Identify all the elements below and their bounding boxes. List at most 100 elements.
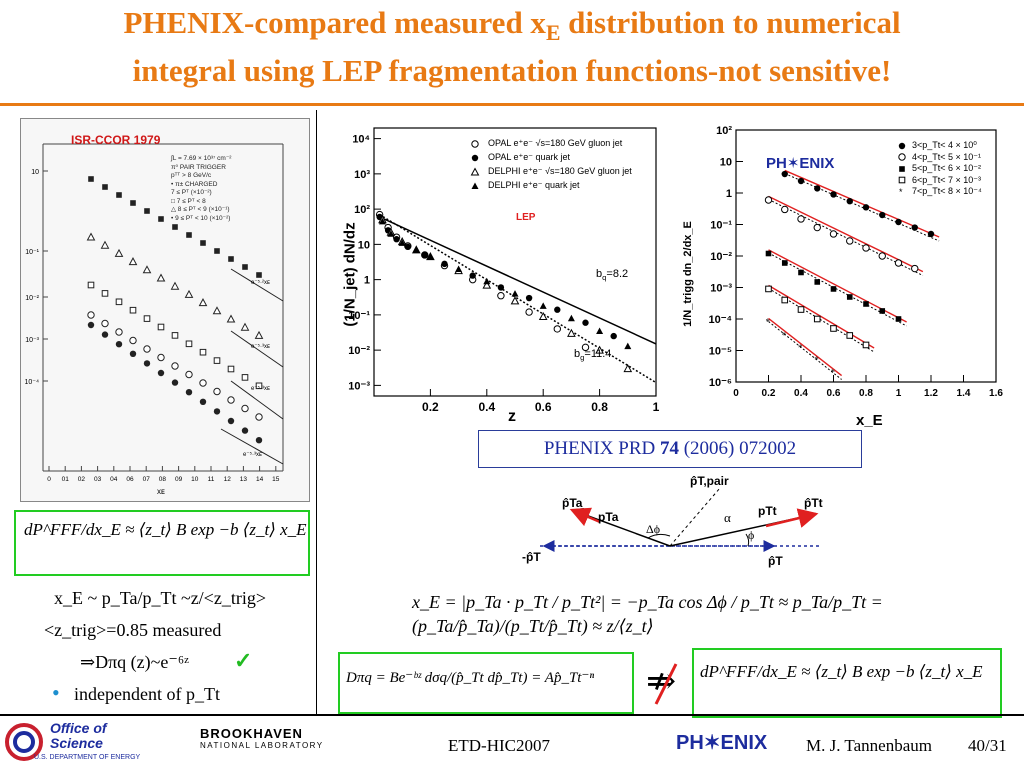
lep-xtick-label: 0.4 xyxy=(478,400,495,414)
isr-ytick-label: 10 xyxy=(31,169,39,176)
isr-data-point xyxy=(256,272,262,278)
phenix-legend-label: 7<p_Tt< 8 × 10⁻⁴ xyxy=(912,186,982,196)
phenix-data-point xyxy=(798,269,804,276)
lep-data-point xyxy=(525,308,533,316)
phenix-data-point xyxy=(781,170,788,178)
phenix-legend-marker xyxy=(898,142,906,149)
isr-ccor-svg: 10 10⁻¹ 10⁻² 10⁻³ 10⁻⁴ 0 01 02 03 04 06 07 08 09 10 11 1… xyxy=(21,119,309,501)
isr-data-point xyxy=(115,341,123,348)
phenix-data-point xyxy=(781,260,788,266)
phenix-legend-marker-shape xyxy=(898,142,906,149)
isr-data-point xyxy=(171,379,179,386)
left-text-line-4: independent of p_Tt xyxy=(74,684,220,704)
isr-legend-line: 7 ≤ Pᵀ (×10⁻²) xyxy=(171,189,212,196)
phenix-ytick-label: 10⁻⁴ xyxy=(709,314,732,326)
phenix-fit-line-dashed xyxy=(768,252,907,327)
isr-data-point xyxy=(86,232,96,241)
isr-data-point xyxy=(172,224,178,230)
lep-data-point xyxy=(595,345,604,354)
isr-data-point xyxy=(101,319,109,328)
phenix-xtick-label: 0 xyxy=(733,388,739,399)
phenix-legend-marker-shape: * xyxy=(899,187,903,197)
isr-data-point xyxy=(198,298,208,307)
label-p-t-hat: p̂T xyxy=(768,554,783,568)
isr-xtick-label: 13 xyxy=(240,476,248,483)
isr-data-point xyxy=(129,336,137,345)
lep-data-point xyxy=(525,294,533,302)
phenix-ytick-label: 10⁻⁵ xyxy=(709,346,732,358)
page-number: 40/31 xyxy=(968,736,1007,755)
isr-data-point xyxy=(101,290,109,297)
isr-xtick-label: 03 xyxy=(94,476,102,483)
lep-legend-label: DELPHI e⁺e⁻ quark jet xyxy=(488,180,580,190)
isr-data-point xyxy=(170,281,180,290)
lep-annotation-bg: bg=11.4 xyxy=(574,348,612,363)
isr-data-point xyxy=(143,360,151,367)
lep-ytick-label: 10⁻¹ xyxy=(348,310,370,322)
phenix-xtick-label: 0.8 xyxy=(859,388,873,399)
isr-fit-label-2: e⁻⁵·³xᴇ xyxy=(251,344,270,350)
isr-data-point xyxy=(255,413,263,421)
lep-data-point xyxy=(426,253,434,260)
phenix-chart-svg: 10² 10 1 10⁻¹ 10⁻² 10⁻³ 10⁻⁴ 10⁻⁵ 10⁻⁶0 0.2 0.4 0.6… xyxy=(709,125,1004,399)
lep-legend-marker-shape xyxy=(470,167,480,176)
isr-data-point xyxy=(241,374,249,381)
lep-data-point xyxy=(596,327,604,334)
lep-xtick-label: 1 xyxy=(653,400,660,414)
lep-frame xyxy=(373,127,657,397)
label-p-ta-hat: p̂Ta xyxy=(562,496,583,510)
isr-data-point xyxy=(88,176,94,182)
lep-ytick-label: 10⁻² xyxy=(348,345,370,357)
phenix-data-point xyxy=(911,264,919,273)
slide-title: PHENIX-compared measured xE distribution… xyxy=(123,5,901,89)
phenix-ylabel: 1/N_trigg dn_2/dx_E xyxy=(682,221,694,327)
lep-data-point xyxy=(497,284,505,291)
phenix-xtick-label: 1 xyxy=(896,388,902,399)
isr-data-point xyxy=(157,323,165,331)
phenix-fit-line-dashed xyxy=(768,321,842,380)
lep-xtick-label: 0.6 xyxy=(535,400,552,414)
isr-data-point xyxy=(143,345,151,353)
lep-data-point xyxy=(393,236,400,243)
phenix-data-point xyxy=(911,224,918,231)
office-line-2: Science xyxy=(50,735,103,751)
lep-data-point xyxy=(567,328,576,337)
lep-data-point xyxy=(412,246,420,253)
left-text-line-3: ⇒Dπq (z)~e⁻⁶ᶻ xyxy=(80,652,190,672)
phenix-data-point xyxy=(846,332,854,339)
lep-ytick-label: 10⁴ xyxy=(352,134,370,146)
phenix-data-point xyxy=(862,341,870,349)
phenix-legend-entry: 4<p_Tt< 5 × 10⁻¹ xyxy=(896,152,982,164)
isr-data-point xyxy=(213,357,221,364)
phenix-legend-entry: * 7<p_Tt< 8 × 10⁻⁴ xyxy=(896,186,982,198)
lep-ytick-label: 10² xyxy=(354,204,370,216)
lep-gluon-fit-line xyxy=(379,213,657,384)
lep-data-point xyxy=(378,217,386,225)
bullet-icon: • xyxy=(52,680,60,705)
isr-data-point xyxy=(241,427,249,434)
lep-data-point xyxy=(404,243,412,251)
phenix-data-point xyxy=(814,185,821,192)
isr-data-point xyxy=(241,404,249,413)
isr-data-point xyxy=(199,348,207,356)
phenix-data-point xyxy=(764,196,773,204)
phenix-legend-entry: 3<p_Tt< 4 × 10⁰ xyxy=(896,140,982,152)
phenix-legend-label: 4<p_Tt< 5 × 10⁻¹ xyxy=(912,151,982,162)
isr-data-point xyxy=(102,184,108,190)
lep-data-point xyxy=(554,306,561,313)
isr-legend-line: □ 7 ≤ Pᵀ < 8 xyxy=(171,197,206,205)
isr-data-point xyxy=(227,365,235,373)
isr-data-point xyxy=(87,321,95,329)
isr-data-point xyxy=(130,200,136,206)
left-equation-box: dP^FFF/dx_E ≈ ⟨z_t⟩ B exp −b ⟨z_t⟩ x_E xyxy=(14,510,310,576)
isr-data-point xyxy=(255,437,263,444)
isr-data-point xyxy=(199,379,207,387)
phenix-data-point xyxy=(797,306,805,313)
isr-data-point xyxy=(101,331,109,338)
isr-legend: ∫L = 7.69 × 10³⁷ cm⁻² π⁰ PAIR TRIGGER pᵀᵀ … xyxy=(171,155,231,223)
phenix-ytick-label: 10² xyxy=(716,125,732,137)
isr-data-point xyxy=(128,257,138,266)
isr-data-point xyxy=(199,398,207,405)
isr-ytick-label: 10⁻² xyxy=(25,295,39,302)
phenix-data-point xyxy=(846,237,854,245)
